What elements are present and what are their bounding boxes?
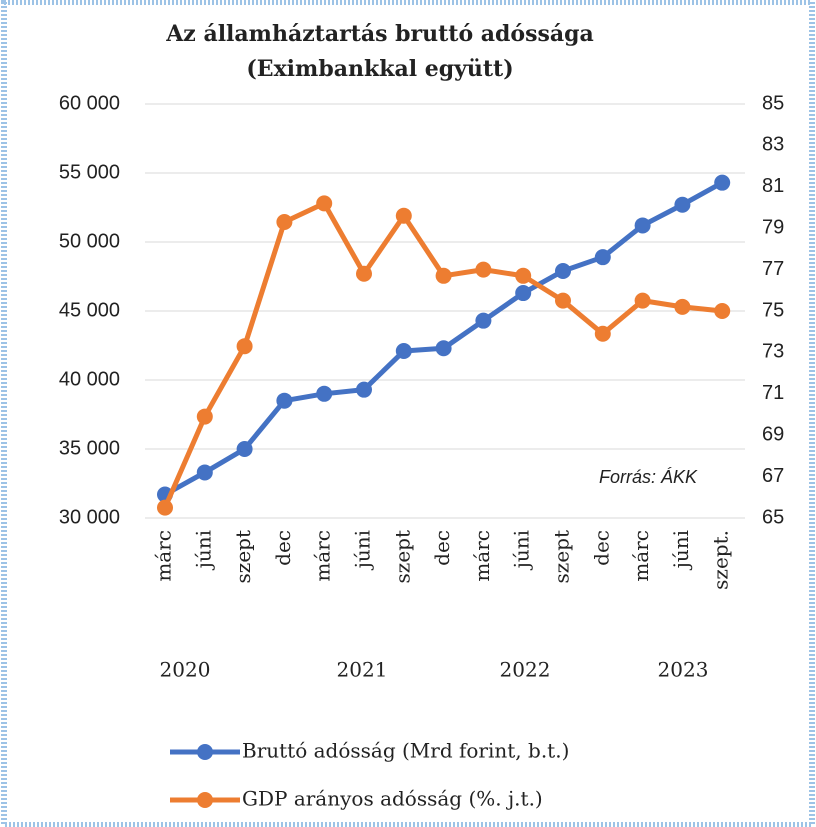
y-tick-label: 60 000 [59,92,120,114]
data-point [356,265,372,282]
data-point [714,303,731,319]
data-point [555,292,571,309]
y2-tick-label: 71 [762,382,784,404]
data-point [196,464,213,481]
year-label: 2022 [500,658,551,682]
x-tick-label: júni [351,530,375,570]
data-point [157,499,173,516]
data-point [196,408,213,425]
x-tick-label: júni [191,530,215,570]
y2-tick-label: 67 [762,465,784,487]
chart-title: (Eximbankkal együtt) [246,56,513,82]
x-tick-label: júni [510,530,534,570]
x-tick-label: júni [669,530,693,570]
y2-tick-label: 65 [762,506,784,528]
data-point [475,261,492,278]
data-point [594,325,611,342]
x-tick-label: szept. [709,530,733,590]
data-point [634,217,651,234]
x-tick-label: dec [271,530,295,566]
data-point [714,174,731,191]
y2-tick-label: 83 [762,134,784,156]
x-tick-label: márc [311,530,335,582]
y-tick-label: 40 000 [59,368,120,390]
y2-tick-label: 79 [762,216,784,238]
data-point [515,267,532,284]
y2-tick-label: 77 [762,258,784,280]
y2-tick-label: 75 [762,299,784,321]
data-point [395,343,412,360]
data-point [634,292,651,309]
y2-tick-label: 85 [762,92,784,114]
data-point [276,213,293,230]
y-tick-label: 45 000 [59,299,120,321]
y-tick-label: 55 000 [59,161,120,183]
legend-label: GDP arányos adósság (%. j.t.) [242,787,543,811]
year-label: 2021 [337,658,388,682]
x-tick-label: márc [470,530,494,582]
legend-marker [197,744,213,760]
data-point [356,381,372,398]
x-tick-label: szept [390,530,414,583]
chart-title: Az államháztartás bruttó adóssága [165,21,594,47]
data-point [316,385,333,402]
legend-marker [197,792,213,808]
legend-label: Bruttó adósság (Mrd forint, b.t.) [242,739,569,763]
data-point [435,267,452,284]
data-point [674,298,691,315]
x-tick-label: dec [589,530,613,566]
y2-tick-label: 73 [762,341,784,363]
data-point [236,441,253,457]
data-point [395,207,412,224]
y2-tick-label: 69 [762,423,784,445]
data-point [515,285,532,302]
data-point [276,392,293,409]
y2-tick-label: 81 [762,175,784,197]
annotation: Forrás: ÁKK [599,467,698,487]
y-tick-label: 50 000 [59,230,120,252]
data-point [475,312,492,329]
data-point [594,249,611,266]
y-tick-label: 30 000 [59,506,120,528]
x-tick-label: szept [231,530,255,583]
data-point [435,340,452,357]
data-point [236,338,253,355]
data-point [555,262,571,279]
x-tick-label: szept [550,530,574,583]
year-label: 2020 [160,658,211,682]
x-tick-label: márc [152,530,176,582]
x-tick-label: márc [629,530,653,582]
year-label: 2023 [658,658,709,682]
x-tick-label: dec [430,530,454,566]
data-point [316,195,333,212]
data-point [674,196,691,213]
y-tick-label: 35 000 [59,437,120,459]
